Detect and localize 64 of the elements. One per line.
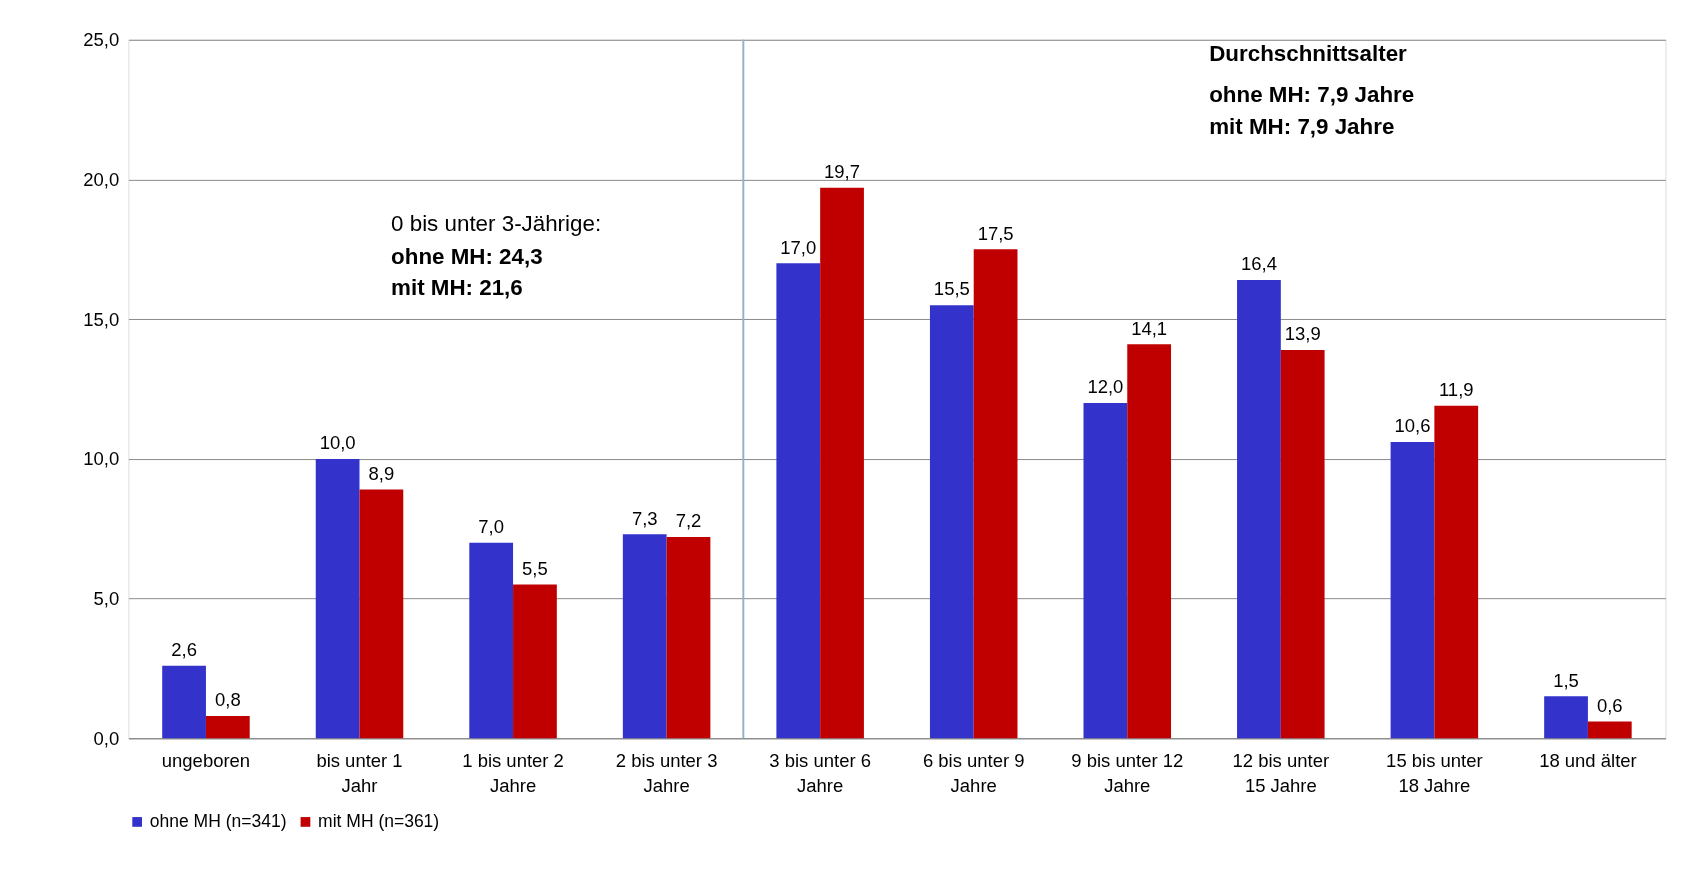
y-tick-label: 20,0 <box>83 168 120 190</box>
x-tick-label: 2 bis unter 3 Jahre <box>615 749 718 797</box>
y-tick-label: 10,0 <box>83 448 120 470</box>
annotation: mit MH: 7,9 Jahre <box>1209 114 1395 140</box>
data-label: 5,5 <box>522 557 548 579</box>
data-label: 11,9 <box>1438 379 1474 401</box>
annotation: ohne MH: 7,9 Jahre <box>1209 82 1415 108</box>
data-label: 8,9 <box>368 462 395 484</box>
bar <box>1544 696 1588 739</box>
data-label: 7,0 <box>478 515 505 537</box>
bar <box>929 305 974 739</box>
bar <box>1280 349 1325 739</box>
bar <box>776 263 821 739</box>
bar <box>1434 405 1479 739</box>
bar <box>973 249 1018 739</box>
y-tick-label: 15,0 <box>83 308 120 330</box>
data-label: 10,0 <box>319 432 356 454</box>
y-tick-label: 0,0 <box>93 727 120 749</box>
data-label: 0,6 <box>1596 694 1623 716</box>
data-label: 17,5 <box>977 222 1014 244</box>
bar <box>162 665 206 739</box>
bar <box>205 715 250 739</box>
data-label: 12,0 <box>1087 376 1124 398</box>
data-label: 17,0 <box>780 236 817 258</box>
bar <box>622 534 667 739</box>
data-label: 16,4 <box>1240 253 1277 275</box>
bar <box>820 187 864 739</box>
data-label: 13,9 <box>1284 323 1321 345</box>
data-label: 2,6 <box>171 638 197 660</box>
bar <box>513 584 557 739</box>
bar <box>359 489 404 739</box>
bar <box>1127 344 1172 739</box>
x-tick-label: 12 bis unter 15 Jahre <box>1232 749 1330 797</box>
legend-label: ohne MH (n=341) <box>149 810 287 831</box>
bar <box>1390 442 1435 739</box>
data-label: 0,8 <box>214 689 241 711</box>
annotation: mit MH: 21,6 <box>391 274 523 300</box>
annotation: 0 bis unter 3-Jährige: <box>391 211 602 237</box>
data-label: 10,6 <box>1394 415 1431 437</box>
data-label: 14,1 <box>1131 317 1168 339</box>
data-label: 7,3 <box>631 507 658 529</box>
bar <box>1237 280 1281 739</box>
bar <box>666 537 711 739</box>
x-tick-label: 18 und älter <box>1539 749 1637 771</box>
x-tick-label: 9 bis unter 12 Jahre <box>1071 749 1184 797</box>
data-label: 7,2 <box>675 510 702 532</box>
y-tick-label: 25,0 <box>83 29 120 51</box>
x-tick-label: bis unter 1 Jahr <box>316 749 403 797</box>
x-tick-label: 3 bis unter 6 Jahre <box>769 749 871 797</box>
annotation: Durchschnittsalter <box>1209 41 1408 67</box>
bar <box>1083 403 1128 739</box>
x-tick-label: 15 bis unter 18 Jahre <box>1386 749 1483 797</box>
data-label: 19,7 <box>824 161 861 183</box>
x-tick-label: ungeboren <box>161 749 251 771</box>
bar <box>1587 721 1632 739</box>
bar <box>315 458 360 739</box>
y-tick-label: 5,0 <box>93 587 120 609</box>
data-label: 1,5 <box>1553 669 1579 691</box>
annotation: ohne MH: 24,3 <box>391 243 543 269</box>
data-label: 15,5 <box>933 278 970 300</box>
bar <box>469 542 514 739</box>
x-tick-label: 6 bis unter 9 Jahre <box>922 749 1025 797</box>
x-tick-label: 1 bis unter 2 Jahre <box>462 749 564 797</box>
legend-label: mit MH (n=361) <box>318 810 440 831</box>
